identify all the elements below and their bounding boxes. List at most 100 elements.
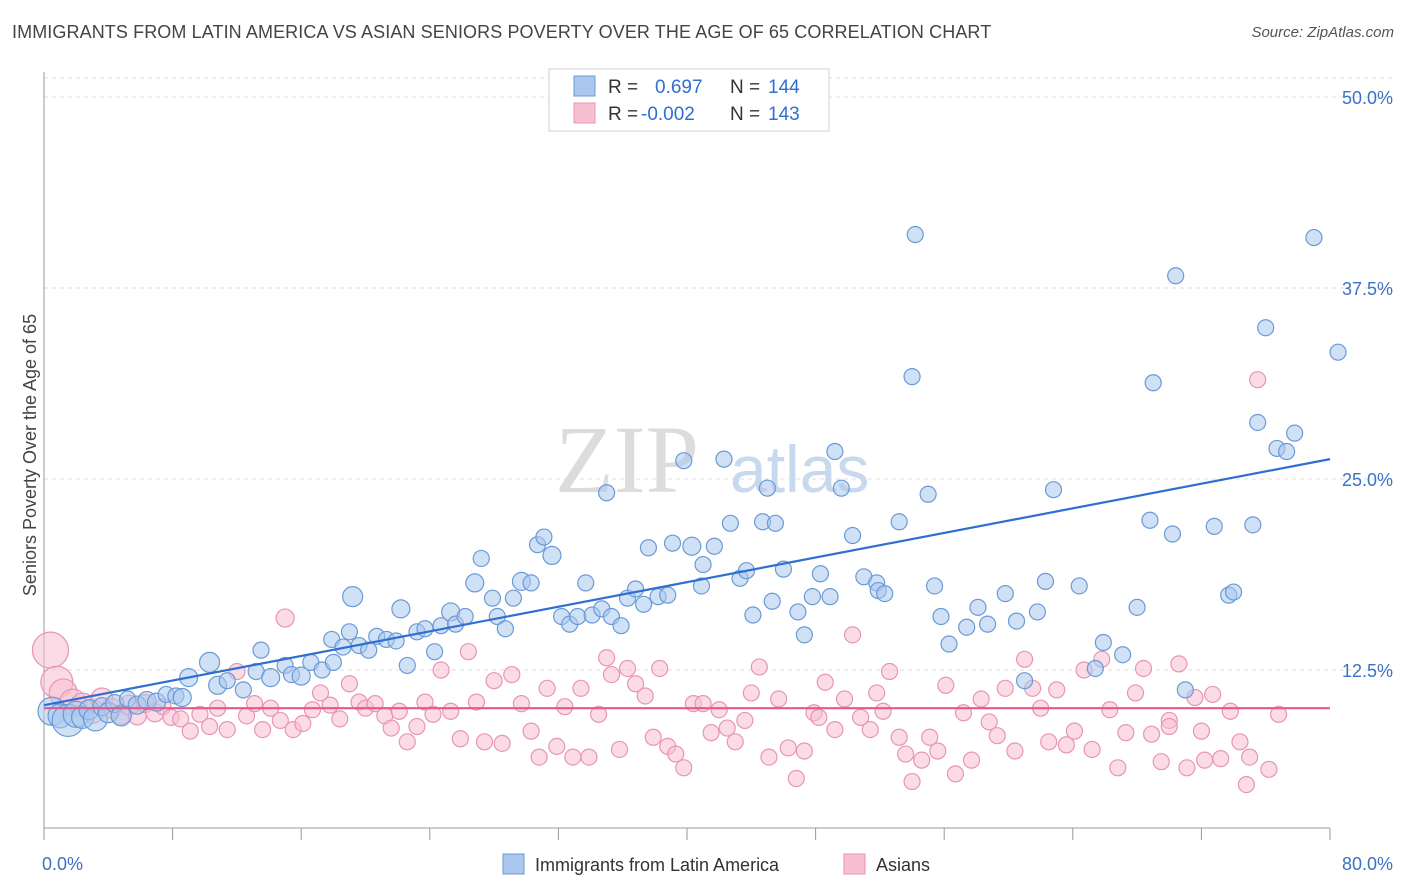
y-tick-label-1: 25.0% xyxy=(1342,470,1393,490)
latin-america-point xyxy=(1176,681,1194,699)
latin-america-point xyxy=(535,528,553,546)
asians-point xyxy=(408,717,426,736)
bottom-legend-label-blue: Immigrants from Latin America xyxy=(535,855,780,875)
asians-point xyxy=(331,710,349,728)
latin-america-point xyxy=(522,574,540,592)
latin-america-point xyxy=(1257,319,1275,337)
correlation-legend: R = 0.697 N = 144 R = -0.002 N = 143 xyxy=(548,68,830,132)
asians-point xyxy=(321,696,339,714)
asians-point xyxy=(191,705,209,723)
asians-point xyxy=(382,719,400,737)
asians-point xyxy=(770,690,788,708)
asians-point xyxy=(424,705,442,723)
latin-america-point xyxy=(252,641,270,659)
latin-america-point xyxy=(598,484,616,502)
asians-point xyxy=(736,711,754,730)
latin-america-point xyxy=(832,479,850,497)
latin-america-point xyxy=(387,632,405,650)
asians-point xyxy=(1065,722,1084,740)
latin-america-point xyxy=(577,574,595,592)
asians-point xyxy=(303,701,322,719)
latin-america-point xyxy=(979,615,997,633)
asians-point xyxy=(530,748,548,766)
latin-america-point xyxy=(826,442,844,461)
latin-america-point xyxy=(1286,424,1304,442)
asians-point xyxy=(602,665,621,684)
legend-r-label-blue: R = xyxy=(608,77,638,98)
legend-n-label-blue: N = xyxy=(730,77,760,98)
asians-point xyxy=(254,720,272,739)
asians-point xyxy=(874,702,892,720)
asians-point xyxy=(787,769,805,788)
latin-america-point xyxy=(1015,672,1034,690)
latin-america-point xyxy=(1277,442,1296,461)
latin-america-point xyxy=(919,485,937,503)
series-legend: Immigrants from Latin America Asians xyxy=(502,853,930,875)
asians-point xyxy=(702,724,720,742)
asians-point xyxy=(946,765,965,783)
latin-america-point xyxy=(932,607,950,626)
asians-point xyxy=(522,722,540,740)
asians-point xyxy=(200,717,219,736)
latin-america-point xyxy=(218,672,236,690)
asians-point xyxy=(1241,748,1259,766)
latin-america-point xyxy=(172,687,192,708)
latin-america-point xyxy=(940,635,958,653)
asians-point xyxy=(937,676,955,694)
latin-america-point xyxy=(1163,525,1182,543)
grid-lines xyxy=(44,77,1392,671)
asians-point xyxy=(726,733,744,751)
asians-point xyxy=(1142,725,1161,743)
asians-point xyxy=(1231,733,1249,751)
asians-point xyxy=(1192,722,1211,740)
latin-america-point xyxy=(1167,267,1185,285)
asians-point xyxy=(718,719,736,737)
watermark-zip: ZIP xyxy=(555,406,699,513)
asians-point xyxy=(398,733,416,751)
asians-point xyxy=(1006,742,1024,760)
x-tick-label-min: 0.0% xyxy=(42,854,83,874)
latin-america-point xyxy=(903,368,921,386)
latin-america-point xyxy=(1128,598,1146,616)
asians-point xyxy=(903,772,921,791)
latin-america-point xyxy=(682,536,702,556)
y-axis-tick-labels: 12.5% 25.0% 37.5% 50.0% xyxy=(1342,88,1393,681)
asians-point xyxy=(921,728,939,746)
asians-point xyxy=(636,687,654,705)
asians-point xyxy=(556,698,574,716)
asians-point xyxy=(564,748,582,766)
watermark-atlas: atlas xyxy=(730,432,869,506)
asians-point xyxy=(442,702,460,720)
asians-point xyxy=(548,737,566,756)
asians-point xyxy=(852,708,870,726)
legend-r-label-pink: R = xyxy=(608,104,638,125)
latin-america-point xyxy=(694,555,712,574)
latin-america-point xyxy=(758,479,776,497)
latin-america-point xyxy=(324,653,342,671)
asians-point xyxy=(779,739,797,757)
latin-america-point xyxy=(1224,583,1243,601)
asians-point xyxy=(572,679,590,697)
asians-point xyxy=(890,728,908,746)
x-tick-label-max: 80.0% xyxy=(1342,854,1393,874)
latin-america-point xyxy=(996,584,1014,603)
latin-america-point xyxy=(1144,374,1162,392)
legend-r-value-blue: 0.697 xyxy=(655,77,703,98)
asians-point xyxy=(475,733,494,751)
asians-point xyxy=(340,675,359,693)
asians-point xyxy=(1237,775,1256,794)
latin-america-point xyxy=(234,681,252,699)
asians-point xyxy=(1196,751,1214,769)
asians-point xyxy=(795,742,813,760)
asians-point xyxy=(1249,371,1267,389)
latin-america-trend-line xyxy=(43,458,1331,707)
asians-point xyxy=(1134,659,1153,678)
asians-point xyxy=(810,708,828,726)
legend-n-value-pink: 143 xyxy=(768,104,800,125)
asians-point xyxy=(1160,717,1178,736)
latin-america-point xyxy=(626,580,645,598)
asians-point xyxy=(610,740,629,759)
latin-america-point xyxy=(398,656,416,675)
latin-america-point xyxy=(496,620,514,638)
